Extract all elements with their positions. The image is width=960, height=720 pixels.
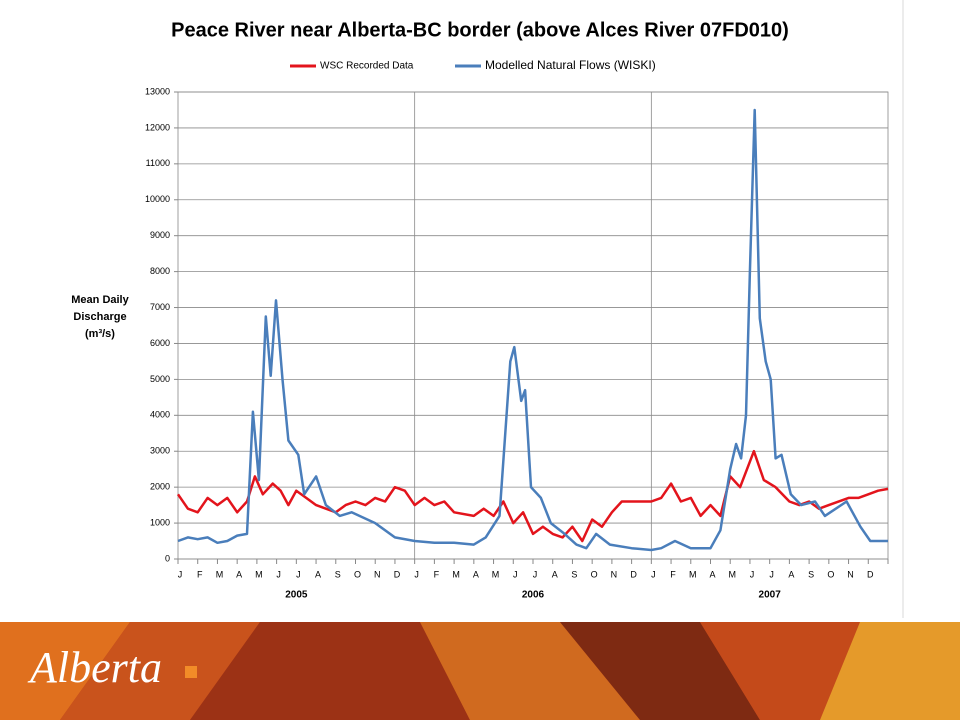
x-tick-label: J xyxy=(651,569,656,579)
logo: Alberta xyxy=(27,643,162,692)
x-tick-label: A xyxy=(315,569,321,579)
y-axis-label: Mean Daily Discharge (m³/s) xyxy=(71,294,129,340)
y-tick-label: 5000 xyxy=(150,374,170,384)
x-tick-label: M xyxy=(492,569,500,579)
x-tick-label: A xyxy=(473,569,479,579)
x-tick-label: F xyxy=(197,569,203,579)
y-tick-label: 0 xyxy=(165,553,170,563)
x-tick-label: F xyxy=(670,569,676,579)
legend-label: Modelled Natural Flows (WISKI) xyxy=(485,58,656,72)
x-tick-label: A xyxy=(552,569,558,579)
x-tick-label: D xyxy=(867,569,874,579)
x-tick-label: J xyxy=(276,569,281,579)
banner-stripe xyxy=(700,622,860,720)
x-tick-label: M xyxy=(255,569,263,579)
banner-stripe xyxy=(60,622,260,720)
x-tick-label: N xyxy=(611,569,618,579)
x-tick-label: A xyxy=(236,569,242,579)
y-tick-label: 6000 xyxy=(150,338,170,348)
legend-label: WSC Recorded Data xyxy=(320,61,414,72)
logo-square xyxy=(185,666,197,678)
x-tick-label: J xyxy=(178,569,183,579)
series-line xyxy=(176,449,889,543)
x-tick-label: O xyxy=(591,569,598,579)
banner-stripe xyxy=(0,622,130,720)
y-tick-label: 9000 xyxy=(150,230,170,240)
x-tick-label: M xyxy=(216,569,224,579)
series-line xyxy=(177,108,888,552)
y-tick-label: 13000 xyxy=(145,86,170,96)
chart-title: Peace River near Alberta-BC border (abov… xyxy=(171,19,789,41)
x-tick-label: N xyxy=(847,569,854,579)
x-tick-label: N xyxy=(374,569,381,579)
year-label: 2005 xyxy=(285,590,308,601)
y-tick-label: 4000 xyxy=(150,410,170,420)
year-label: 2006 xyxy=(522,590,545,601)
year-label: 2007 xyxy=(759,590,782,601)
banner: Alberta xyxy=(0,622,960,720)
y-tick-label: 11000 xyxy=(146,158,170,168)
x-tick-label: M xyxy=(689,569,697,579)
banner-stripe xyxy=(190,622,470,720)
x-tick-label: J xyxy=(296,569,301,579)
y-tick-label: 7000 xyxy=(150,302,170,312)
y-tick-label: 3000 xyxy=(150,446,170,456)
x-tick-label: M xyxy=(728,569,736,579)
banner-stripe xyxy=(560,622,760,720)
x-tick-label: J xyxy=(414,569,419,579)
x-tick-label: S xyxy=(571,569,577,579)
x-tick-label: M xyxy=(452,569,460,579)
x-tick-label: S xyxy=(808,569,814,579)
banner-stripe xyxy=(820,622,960,720)
x-tick-label: J xyxy=(750,569,755,579)
x-tick-label: O xyxy=(354,569,361,579)
x-tick-label: J xyxy=(533,569,538,579)
y-tick-label: 2000 xyxy=(150,482,170,492)
x-tick-label: J xyxy=(513,569,518,579)
x-tick-label: D xyxy=(630,569,637,579)
x-tick-label: S xyxy=(335,569,341,579)
x-tick-label: A xyxy=(788,569,794,579)
y-tick-label: 8000 xyxy=(150,266,170,276)
x-tick-label: J xyxy=(769,569,774,579)
x-tick-label: F xyxy=(434,569,440,579)
y-tick-label: 1000 xyxy=(150,517,170,527)
axes: 0 1000 2000 3000 4000 5000 6000 7000 8000 9000 100… xyxy=(145,86,889,601)
y-tick-label: 10000 xyxy=(145,194,170,204)
x-tick-label: D xyxy=(394,569,401,579)
banner-stripe xyxy=(420,622,640,720)
y-tick-label: 12000 xyxy=(145,122,170,132)
x-tick-label: O xyxy=(827,569,834,579)
x-tick-label: A xyxy=(709,569,715,579)
